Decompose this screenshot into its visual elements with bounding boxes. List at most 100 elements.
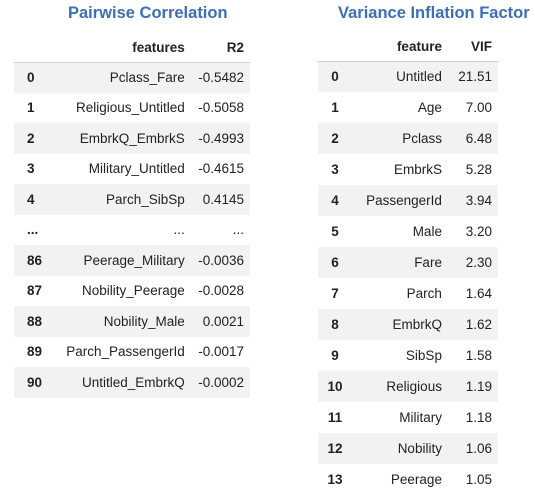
table-row: 0 Untitled 21.51 <box>318 61 498 92</box>
row-index: 2 <box>27 130 35 146</box>
feature-cell: Nobility_Male <box>103 313 185 329</box>
r2-cell: 0.4145 <box>202 191 244 207</box>
vif-cell: 2.30 <box>465 255 492 270</box>
row-index: 4 <box>331 193 339 208</box>
table-header-row: features R2 <box>14 33 250 62</box>
vif-cell: 1.19 <box>465 379 492 394</box>
feature-cell: EmbrkQ <box>392 317 442 332</box>
table-row: 4 Parch_SibSp 0.4145 <box>14 184 250 215</box>
table-row: 7 Parch 1.64 <box>318 278 498 309</box>
r2-cell: ... <box>232 222 244 238</box>
vif-cell: 1.58 <box>465 348 492 363</box>
feature-cell: Peerage_Military <box>83 252 185 268</box>
feature-cell: Parch <box>406 286 442 301</box>
table-row: 5 Male 3.20 <box>318 216 498 247</box>
r2-header: R2 <box>226 39 244 55</box>
vif-cell: 1.05 <box>465 472 492 487</box>
table-row: 87 Nobility_Peerage -0.0028 <box>14 275 250 306</box>
feature-cell: Fare <box>414 255 442 270</box>
feature-cell: Military <box>399 410 442 425</box>
r2-cell: 0.0021 <box>202 313 244 329</box>
table-row: 3 EmbrkS 5.28 <box>318 154 498 185</box>
pairwise-correlation-title: Pairwise Correlation <box>68 4 228 22</box>
row-index: 12 <box>327 441 343 456</box>
vif-title: Variance Inflation Factor <box>338 4 530 22</box>
row-index: 1 <box>27 100 35 116</box>
feature-cell: Male <box>412 224 442 239</box>
r2-cell: -0.5058 <box>198 100 244 116</box>
row-index: 4 <box>27 191 35 207</box>
row-index: ... <box>27 222 39 238</box>
table-row: 2 Pclass 6.48 <box>318 123 498 154</box>
feature-cell: Untitled_EmbrkQ <box>81 374 185 390</box>
feature-cell: Pclass <box>402 131 442 146</box>
row-index: 3 <box>27 161 35 177</box>
features-header: features <box>132 39 185 55</box>
row-index: 10 <box>327 379 343 394</box>
feature-cell: Pclass_Fare <box>109 70 185 85</box>
row-index: 90 <box>27 374 43 390</box>
feature-cell: EmbrkS <box>393 162 442 177</box>
feature-cell: Military_Untitled <box>88 161 185 177</box>
r2-cell: -0.4615 <box>198 161 244 177</box>
row-index: 7 <box>331 286 339 301</box>
vif-header: VIF <box>470 39 492 55</box>
table-row: 90 Untitled_EmbrkQ -0.0002 <box>14 367 250 398</box>
row-index: 6 <box>331 255 339 270</box>
table-header-row: feature VIF <box>318 33 498 61</box>
table-row: 88 Nobility_Male 0.0021 <box>14 306 250 337</box>
row-index: 0 <box>27 70 35 85</box>
r2-cell: -0.0036 <box>198 252 244 268</box>
feature-cell: Parch_SibSp <box>105 191 185 207</box>
table-row: 8 EmbrkQ 1.62 <box>318 309 498 340</box>
row-index: 2 <box>331 131 339 146</box>
row-index: 3 <box>331 162 339 177</box>
table-row: 2 EmbrkQ_EmbrkS -0.4993 <box>14 123 250 154</box>
r2-cell: -0.5482 <box>198 70 244 85</box>
r2-cell: -0.0017 <box>198 344 244 360</box>
table-row: 89 Parch_PassengerId -0.0017 <box>14 336 250 367</box>
row-index: 89 <box>27 344 43 360</box>
pairwise-correlation-table: features R2 0 Pclass_Fare -0.5482 1 Religio… <box>14 33 250 398</box>
table-row: 1 Religious_Untitled -0.5058 <box>14 92 250 123</box>
ellipsis-row: ......... <box>14 214 250 245</box>
feature-cell: Nobility <box>397 441 442 456</box>
feature-cell: Religious <box>386 379 442 394</box>
feature-cell: EmbrkQ_EmbrkS <box>79 130 185 146</box>
vif-cell: 1.18 <box>465 410 492 425</box>
table-row: 13 Peerage 1.05 <box>318 464 498 495</box>
feature-cell: Untitled <box>396 69 442 85</box>
r2-cell: -0.4993 <box>198 130 244 146</box>
vif-cell: 1.64 <box>465 286 492 301</box>
vif-cell: 3.94 <box>465 193 492 208</box>
feature-cell: Parch_PassengerId <box>66 344 185 360</box>
vif-cell: 3.20 <box>465 224 492 239</box>
table-row: 12 Nobility 1.06 <box>318 433 498 464</box>
row-index: 88 <box>27 313 43 329</box>
vif-cell: 21.51 <box>458 69 492 85</box>
table-row: 3 Military_Untitled -0.4615 <box>14 153 250 184</box>
row-index: 86 <box>27 252 43 268</box>
feature-cell: ... <box>173 222 185 238</box>
row-index: 87 <box>27 283 43 299</box>
table-row: 11 Military 1.18 <box>318 402 498 433</box>
row-index: 8 <box>331 317 339 332</box>
feature-cell: PassengerId <box>366 193 442 208</box>
table-row: 10 Religious 1.19 <box>318 371 498 402</box>
r2-cell: -0.0002 <box>198 374 244 390</box>
table-row: 4 PassengerId 3.94 <box>318 185 498 216</box>
feature-cell: Religious_Untitled <box>75 100 185 116</box>
row-index: 11 <box>327 410 343 425</box>
vif-cell: 1.62 <box>465 317 492 332</box>
vif-cell: 5.28 <box>465 162 492 177</box>
index-header <box>318 33 352 61</box>
feature-cell: Age <box>417 100 442 115</box>
feature-cell: SibSp <box>405 348 442 363</box>
index-header <box>14 33 57 62</box>
row-index: 1 <box>331 100 339 115</box>
vif-cell: 7.00 <box>465 100 492 115</box>
table-row: 9 SibSp 1.58 <box>318 340 498 371</box>
vif-table: feature VIF 0 Untitled 21.51 1 Age 7.00 2 Pcl… <box>318 33 498 495</box>
r2-cell: -0.0028 <box>198 283 244 299</box>
feature-cell: Nobility_Peerage <box>81 283 185 299</box>
